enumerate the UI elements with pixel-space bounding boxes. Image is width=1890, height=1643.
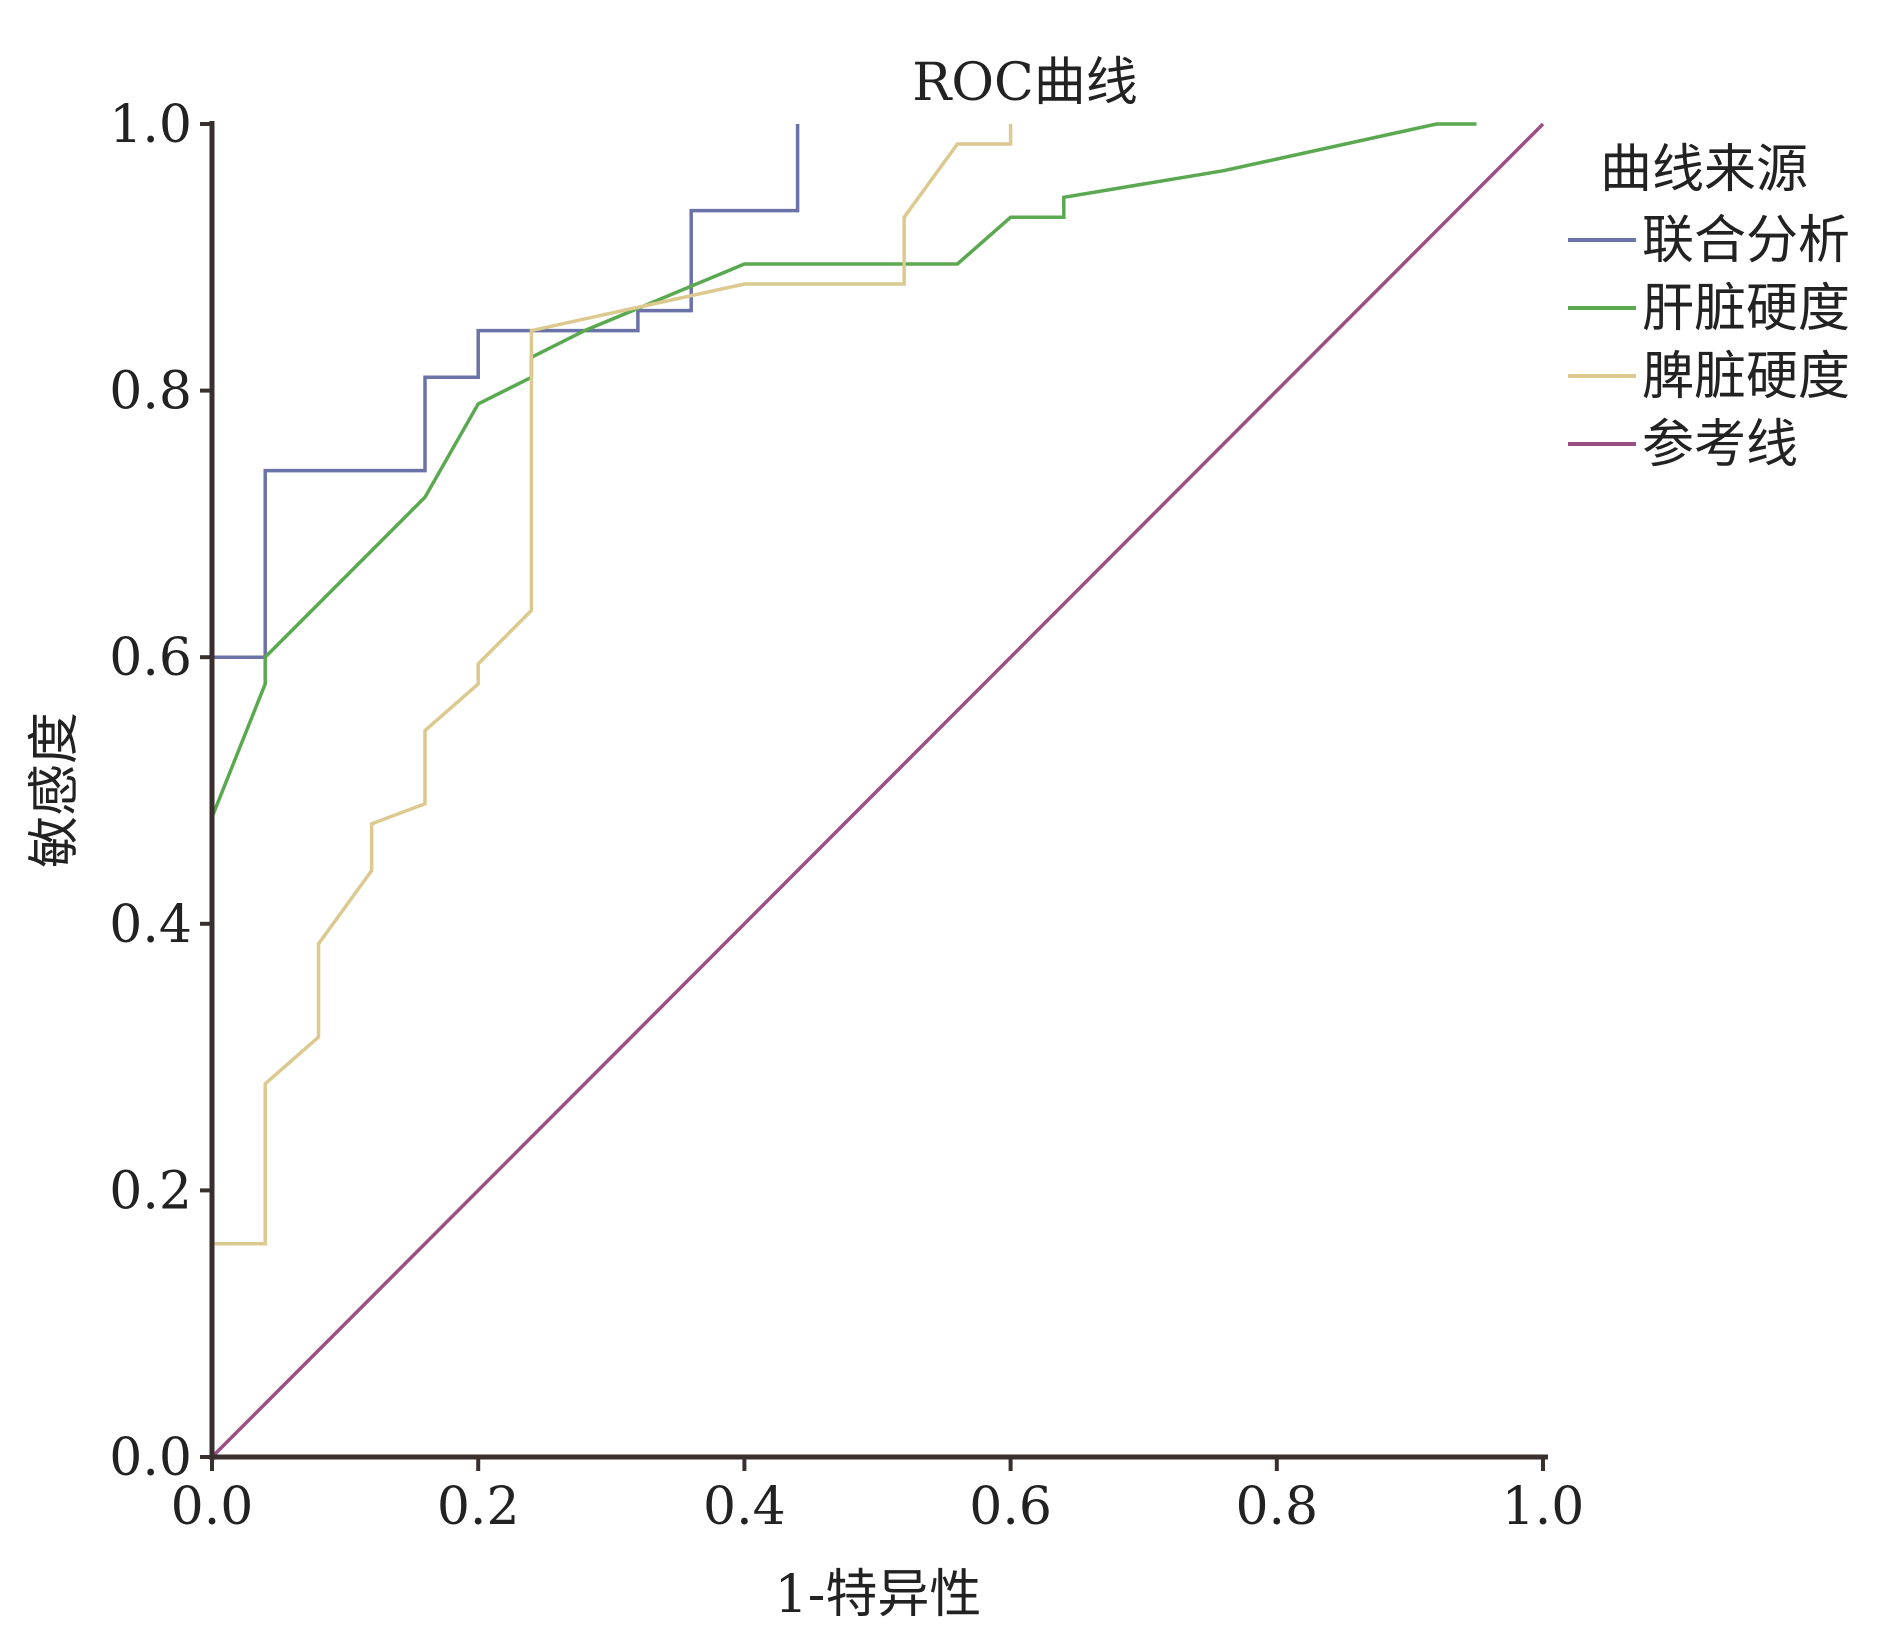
x-tick-label: 1.0 — [1502, 1477, 1585, 1537]
y-ticks: 0.0 0.2 0.4 0.6 0.8 1.0 — [109, 95, 212, 1488]
series-line-1 — [210, 122, 1477, 1457]
x-tick-label: 0.0 — [171, 1477, 254, 1537]
legend-label: 参考线 — [1642, 415, 1798, 475]
x-ticks: 0.0 0.2 0.4 0.6 0.8 1.0 — [171, 1457, 1585, 1537]
x-tick-label: 0.2 — [437, 1477, 520, 1537]
chart-title: ROC曲线 — [912, 53, 1138, 113]
y-tick-label: 0.0 — [109, 1428, 192, 1488]
series-line-0 — [210, 124, 800, 1457]
y-tick-label: 0.8 — [109, 362, 192, 422]
legend-title: 曲线来源 — [1600, 140, 1808, 200]
y-tick-label: 0.6 — [109, 628, 192, 688]
y-tick-label: 0.4 — [109, 895, 192, 955]
series-layer — [210, 122, 1545, 1459]
y-axis-title: 敏感度 — [25, 712, 85, 868]
series-line-2 — [212, 124, 1013, 1246]
legend-label: 联合分析 — [1642, 211, 1850, 271]
legend-label: 肝脏硬度 — [1642, 279, 1850, 339]
x-tick-label: 0.8 — [1235, 1477, 1318, 1537]
x-tick-label: 0.6 — [969, 1477, 1052, 1537]
x-tick-label: 0.4 — [703, 1477, 786, 1537]
series-line-3 — [210, 122, 1545, 1459]
y-tick-label: 0.2 — [109, 1161, 192, 1221]
x-axis-title: 1-特异性 — [775, 1565, 982, 1625]
y-tick-label: 1.0 — [109, 95, 192, 155]
legend-label: 脾脏硬度 — [1642, 347, 1850, 407]
